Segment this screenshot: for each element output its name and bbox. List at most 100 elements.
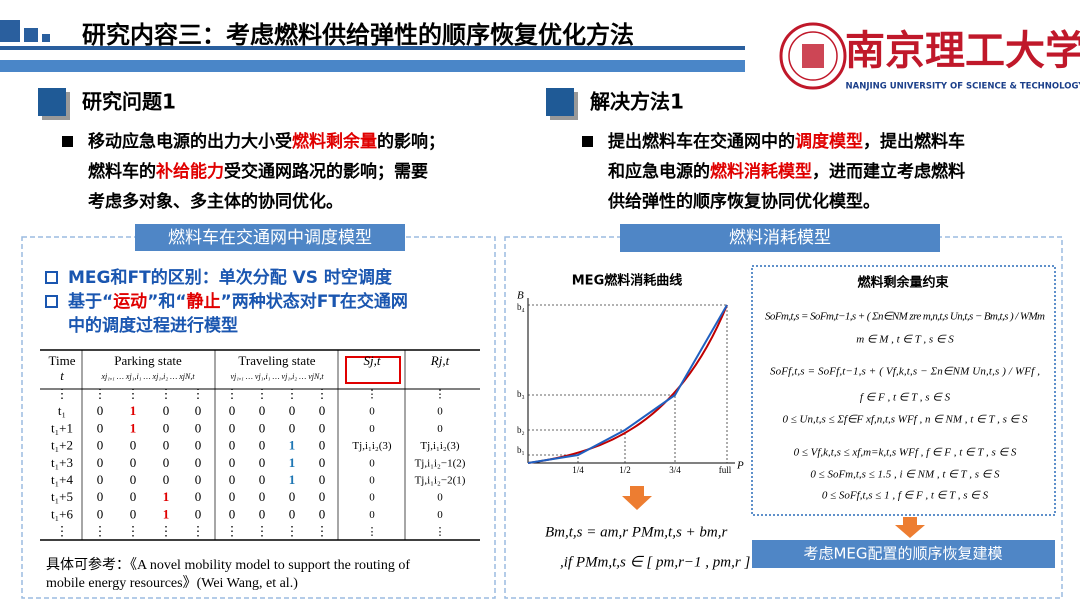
highlight-text: 燃料消耗模型	[710, 161, 812, 182]
table-cell: 0	[319, 489, 326, 504]
text-run: ，进而建立考虑燃料	[812, 161, 965, 182]
point-line: 中的调度过程进行模型	[68, 315, 238, 336]
axis-label: P	[736, 460, 744, 472]
axis-label: B	[517, 290, 524, 302]
table-cell: t₁	[58, 403, 66, 418]
constraint-title: 燃料剩余量约束	[857, 275, 949, 291]
table-cell: Tj,i₁i₂(3)	[352, 440, 391, 452]
level-label: 1/2	[619, 465, 631, 475]
table-cell: 0	[130, 489, 137, 504]
table-cell: ⋮	[94, 524, 107, 539]
header-block	[42, 34, 50, 42]
bullet-line: 提出燃料车在交通网中的调度模型，提出燃料车	[608, 131, 965, 152]
table-cell: 0	[259, 403, 266, 418]
header-block	[0, 20, 20, 42]
table-cell: ⋮	[367, 389, 378, 401]
constraint: 0 ≤ Un,t,s ≤ Σf∈F xf,n,t,s WFf , n ∈ NM …	[783, 414, 1028, 426]
text-run: 和应急电源的	[608, 161, 710, 182]
table-cell: Tj,i₁i₂−2(1)	[415, 475, 466, 487]
table-cell: 0	[195, 472, 202, 487]
table-cell: 0	[369, 406, 375, 418]
university-name-en: NANJING UNIVERSITY OF SCIENCE & TECHNOLO…	[846, 82, 1080, 92]
table-cell: ⋮	[94, 386, 107, 401]
text-run: 的影响；	[377, 131, 445, 152]
formula: Bm,t,s = am,r PMm,t,s + bm,r	[545, 524, 727, 540]
bullet	[582, 136, 593, 147]
table-cell: 0	[229, 438, 236, 453]
table-cell: 1	[130, 420, 137, 435]
table-cell: 0	[319, 438, 326, 453]
point-line: MEG和FT的区别：单次分配 VS 时空调度	[68, 267, 393, 288]
university-name: 南京理工大学	[845, 28, 1080, 73]
hollow-bullet	[45, 271, 58, 284]
table-cell: 0	[229, 403, 236, 418]
guides	[528, 304, 728, 463]
text-run: ”两种状态对FT在交通网	[221, 291, 408, 312]
consumption-curve	[527, 304, 728, 464]
point-line: 基于“运动”和“静止”两种状态对FT在交通网	[67, 291, 408, 312]
logo-ring	[788, 31, 838, 81]
table-cell: t₁+1	[51, 420, 73, 435]
table-cell: 0	[259, 506, 266, 521]
table-cell: 0	[229, 489, 236, 504]
level-label: b₂	[517, 425, 525, 435]
table-cell: 0	[97, 489, 104, 504]
table-cell: 0	[163, 455, 170, 470]
text-run: 燃料车的	[88, 161, 156, 182]
header-block	[24, 28, 38, 42]
table-cell: 0	[319, 506, 326, 521]
table-cell: 0	[97, 403, 104, 418]
heading: 解决方法1	[590, 90, 684, 114]
table-cell: 0	[195, 489, 202, 504]
text-run: MEG和FT的区别：单次分配 VS 时空调度	[68, 267, 393, 288]
text-run: 中的调度过程进行模型	[68, 315, 238, 336]
table-cell: ⋮	[160, 386, 173, 401]
table-cell: 0	[130, 506, 137, 521]
highlight-text: 静止	[187, 291, 221, 312]
table-header: Parking state	[114, 353, 182, 368]
table-cell: 0	[289, 420, 296, 435]
table-subheader: xj₁,₁ … xj₁,i₁ … xj₁,i₂ … xjN,t	[100, 372, 195, 381]
reference: 具体可参考：《A novel mobility model to support…	[46, 556, 410, 573]
table-cell: 0	[97, 455, 104, 470]
table-header: Sj,t	[364, 353, 381, 368]
constraint: 0 ≤ SoFm,t,s ≤ 1.5 , i ∈ NM , t ∈ T , s …	[810, 469, 1000, 481]
constraint: 0 ≤ Vf,k,t,s ≤ xf,m=k,t,s WFf , f ∈ F , …	[794, 447, 1017, 459]
logo-ring	[779, 22, 847, 90]
table-cell: ⋮	[435, 526, 446, 538]
header-bar	[0, 60, 745, 72]
bullet-line: 移动应急电源的出力大小受燃料剩余量的影响；	[88, 131, 445, 152]
table-header: Traveling state	[238, 353, 315, 368]
table-cell: 0	[130, 438, 137, 453]
arrow	[622, 486, 652, 510]
constraint: SoFf,t,s = SoFf,t−1,s + ( Vf,k,t,s − Σn∈…	[770, 366, 1040, 378]
table-cell: 0	[259, 489, 266, 504]
heading-square	[546, 88, 574, 116]
table-header: Time	[49, 353, 76, 368]
table-cell: t₁+6	[51, 506, 73, 521]
table-cell: 0	[130, 455, 137, 470]
table-cell: 0	[289, 489, 296, 504]
table-cell: 0	[289, 506, 296, 521]
table-cell: 0	[163, 420, 170, 435]
table-cell: 0	[195, 420, 202, 435]
table-cell: 0	[369, 423, 375, 435]
table-cell: 0	[369, 509, 375, 521]
table-cell: ⋮	[192, 386, 205, 401]
level-label: 3/4	[669, 465, 681, 475]
highlight-box	[345, 356, 401, 384]
table-cell: ⋮	[286, 524, 299, 539]
table-cell: 0	[259, 455, 266, 470]
constraint: m ∈ M , t ∈ T , s ∈ S	[856, 334, 954, 346]
highlight-text: 燃料剩余量	[292, 131, 377, 152]
table-cell: ⋮	[256, 524, 269, 539]
text-run: 提出燃料车在交通网中的	[608, 131, 795, 152]
table-cell: 0	[195, 455, 202, 470]
table-cell: t₁+4	[51, 472, 73, 487]
table-cell: ⋮	[56, 524, 69, 539]
table-subheader: t	[60, 368, 64, 383]
constraint: 0 ≤ SoFf,t,s ≤ 1 , f ∈ F , t ∈ T , s ∈ S	[822, 490, 989, 502]
table-cell: 1	[163, 506, 170, 521]
table-cell: ⋮	[226, 386, 239, 401]
table-cell: 0	[195, 438, 202, 453]
